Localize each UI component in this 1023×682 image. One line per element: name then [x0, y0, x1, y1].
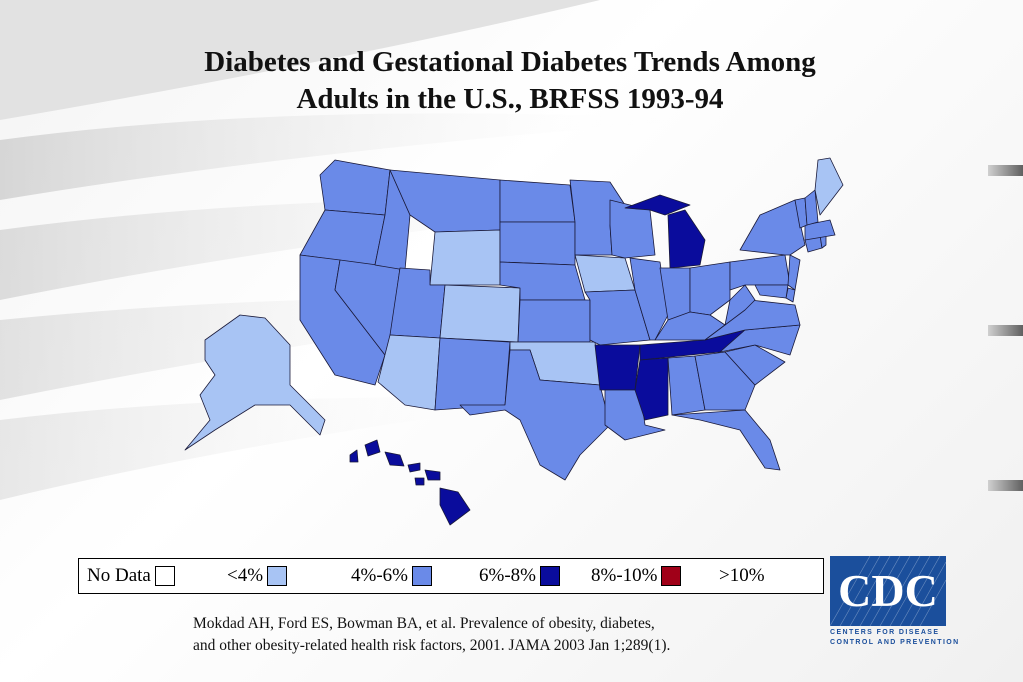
- legend-item-6to8: 6%-8%: [479, 559, 560, 593]
- legend-swatch: [267, 566, 288, 586]
- state-NH: [804, 189, 819, 226]
- state-OH: [689, 261, 731, 316]
- legend-item-8to10: 8%-10%: [591, 559, 682, 593]
- state-IA: [574, 254, 636, 293]
- cdc-logo: CDC: [830, 556, 946, 626]
- state-AZ: [377, 334, 441, 411]
- legend-swatch: [661, 566, 682, 586]
- state-WY: [429, 229, 501, 286]
- legend-label: No Data: [87, 565, 151, 586]
- map-title: Diabetes and Gestational Diabetes Trends…: [204, 46, 816, 115]
- state-HI: [349, 439, 471, 526]
- state-NJ: [787, 254, 801, 291]
- legend-item-gt10: >10%: [719, 559, 765, 593]
- state-MD: [754, 284, 789, 299]
- legend-item-4to6: 4%-6%: [351, 559, 432, 593]
- legend-swatch: [539, 566, 560, 586]
- state-MA: [804, 219, 836, 241]
- state-WA: [319, 159, 391, 216]
- legend-swatch: [154, 566, 175, 586]
- cdc-caption: Centers for Disease Control and Preventi…: [830, 629, 960, 646]
- state-MI-upper: [624, 194, 691, 216]
- legend: No Data <4% 4%-6% 6%-8% 8%-10% >10%: [78, 558, 824, 594]
- legend-label: <4%: [227, 565, 264, 586]
- state-AK: [184, 314, 326, 451]
- state-TX: [459, 349, 611, 481]
- state-NM: [434, 337, 511, 411]
- edge-tab: [988, 480, 1023, 491]
- legend-label: 8%-10%: [591, 565, 658, 586]
- state-MI: [667, 209, 706, 269]
- state-FL: [671, 409, 781, 471]
- state-ME: [814, 157, 844, 216]
- state-GA: [694, 351, 756, 411]
- state-ND: [499, 179, 576, 223]
- state-KS: [517, 299, 591, 343]
- state-CO: [439, 284, 521, 343]
- state-NC: [719, 324, 801, 356]
- legend-swatch: [411, 566, 432, 586]
- state-NY: [739, 199, 806, 256]
- legend-label: 4%-6%: [351, 565, 408, 586]
- edge-tab: [988, 165, 1023, 176]
- legend-label: >10%: [719, 565, 765, 586]
- state-AR: [594, 344, 641, 391]
- state-MS: [634, 357, 669, 421]
- legend-item-no-data: No Data: [87, 559, 175, 593]
- citation: Mokdad AH, Ford ES, Bowman BA, et al. Pr…: [193, 615, 671, 654]
- state-SD: [499, 221, 576, 266]
- edge-tab: [988, 325, 1023, 336]
- svg-text:CDC: CDC: [838, 565, 938, 616]
- legend-label: 6%-8%: [479, 565, 536, 586]
- legend-item-lt4: <4%: [227, 559, 288, 593]
- state-WV: [724, 284, 756, 326]
